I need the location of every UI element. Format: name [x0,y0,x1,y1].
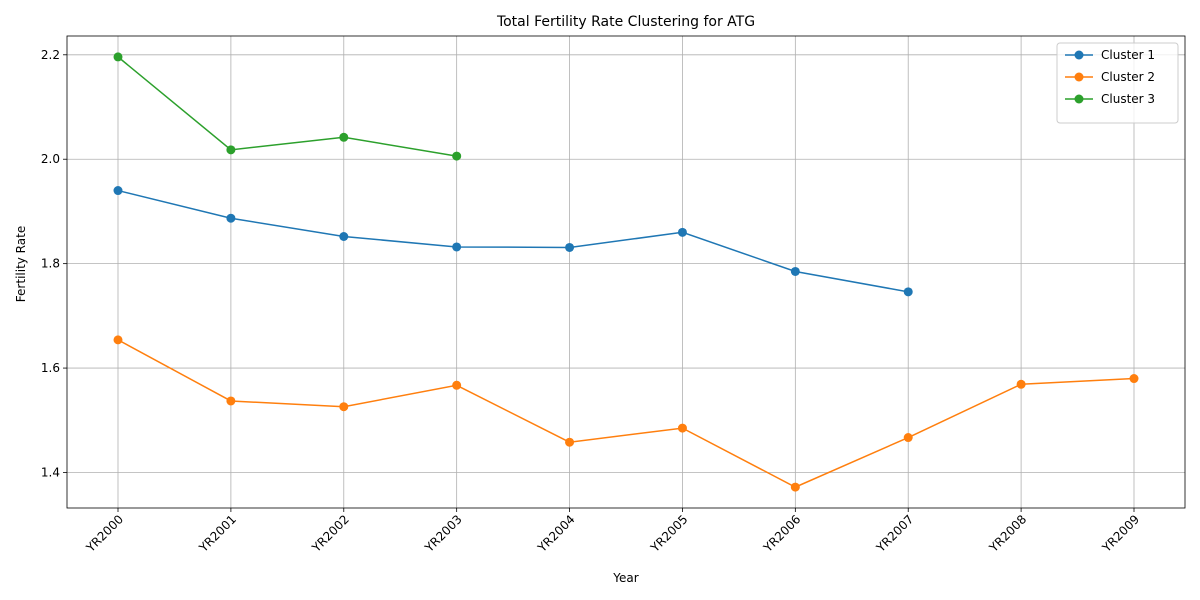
legend-marker [1074,50,1084,60]
data-point [226,396,236,406]
chart-title: Total Fertility Rate Clustering for ATG [496,14,755,30]
legend-item: Cluster 2 [1065,70,1155,84]
series-line [117,189,909,293]
data-point [903,287,913,297]
data-point [790,482,800,492]
series-line [117,339,1135,488]
x-tick-label: YR2002 [309,512,352,555]
grid-lines [67,36,1185,508]
x-tick-label: YR2003 [421,512,464,555]
legend-marker [1074,94,1084,104]
x-tick-label: YR2001 [196,512,239,555]
legend-item: Cluster 3 [1065,92,1155,106]
x-axis: YR2000 YR2001 YR2002 YR2003 YR2004 YR2005 YR20… [83,508,1142,556]
data-point [790,266,800,276]
y-tick-label: 1.8 [41,257,60,271]
x-tick-label: YR2004 [534,512,577,555]
x-tick-label: YR2000 [83,512,126,555]
plot-area [66,35,1186,509]
x-tick-label: YR2005 [647,512,690,555]
series-3 [113,52,462,161]
series-1 [113,186,913,297]
legend-label: Cluster 1 [1101,48,1155,62]
y-tick-label: 2.0 [41,152,60,166]
data-point [452,151,462,161]
data-point [113,335,123,345]
data-point [677,423,687,433]
series-line [117,56,457,157]
data-point [677,227,687,237]
data-point [565,242,575,252]
data-point [903,433,913,443]
data-point [113,186,123,196]
data-point [565,437,575,447]
y-tick-label: 1.6 [41,361,60,375]
legend-box [1056,42,1179,124]
legend: Cluster 1 Cluster 2 Cluster 3 [1056,42,1179,124]
legend-label: Cluster 2 [1101,70,1155,84]
x-tick-label: YR2009 [1099,512,1142,555]
x-tick-label: YR2006 [760,512,803,555]
x-axis-label: Year [612,571,638,585]
legend-label: Cluster 3 [1101,92,1155,106]
series-2 [113,335,1139,492]
data-point [113,52,123,62]
data-point [226,213,236,223]
series-lines [113,52,1139,492]
y-axis: 1.4 1.6 1.8 2.0 2.2 [41,48,67,479]
x-tick-label: YR2008 [986,512,1029,555]
data-point [339,132,349,142]
legend-marker [1074,72,1084,82]
y-axis-label: Fertility Rate [14,226,28,302]
x-tick-label: YR2007 [873,512,916,555]
data-point [226,145,236,155]
y-tick-label: 1.4 [41,465,60,479]
data-point [339,231,349,241]
data-point [1129,374,1139,384]
data-point [452,242,462,252]
data-point [452,380,462,390]
data-point [1016,379,1026,389]
data-point [339,402,349,412]
legend-item: Cluster 1 [1065,48,1155,62]
y-tick-label: 2.2 [41,48,60,62]
